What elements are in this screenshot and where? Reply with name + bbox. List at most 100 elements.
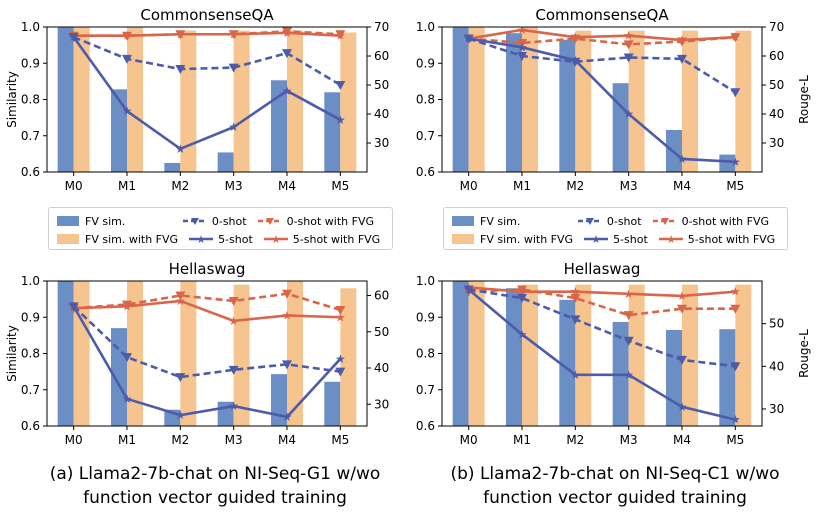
svg-text:★: ★: [591, 233, 601, 245]
legend-zero-shot-fvg: 0-shot with FVG: [257, 215, 374, 228]
point-zero-shot-fvg: [730, 304, 741, 314]
line-five-shot-fvg: [468, 28, 736, 42]
point-five-shot: ★: [282, 84, 293, 98]
tick-label-left: 0.6: [21, 419, 40, 433]
legend-fv-sim-fvg: FV sim. with FVG: [57, 233, 178, 246]
bar-fv-sim: [506, 33, 522, 172]
legend-five-shot-fvg-label: 5-shot with FVG: [687, 232, 776, 246]
legend-five-shot-fvg: ★ 5-shot with FVG: [658, 233, 775, 246]
bar-fv-sim-fvg: [340, 288, 357, 426]
point-five-shot: ★: [730, 155, 741, 169]
svg-text:★: ★: [666, 233, 676, 245]
chart-title: CommonsenseQA: [140, 6, 274, 24]
five-shot-marker-icon: ★: [584, 233, 609, 245]
tick-label-x: M4: [278, 433, 296, 447]
point-five-shot: ★: [677, 152, 688, 166]
tick-label-x: M3: [225, 433, 243, 447]
tick-label-x: M1: [513, 433, 531, 447]
tick-label-right: 70: [374, 20, 389, 34]
bar-fv-sim: [559, 39, 576, 172]
tick-label-right: 60: [374, 289, 389, 303]
legend-five-shot-label: 5-shot: [218, 232, 253, 246]
y-axis-label-right: Rouge-L: [797, 329, 811, 378]
line-five-shot-fvg: [73, 31, 341, 38]
tick-label-x: M5: [726, 433, 744, 447]
tick-label-x: M5: [726, 179, 744, 193]
bar-fv-sim: [271, 374, 287, 426]
tick-label-left: 0.6: [416, 419, 435, 433]
point-zero-shot-fvg: [122, 300, 132, 310]
point-five-shot-fvg: ★: [335, 310, 346, 324]
bar-fv-sim-fvg: [340, 32, 357, 172]
tick-label-right: 60: [769, 49, 784, 63]
legend-fv-sim: FV sim.: [57, 215, 172, 228]
y-axis-label-left: Similarity: [5, 325, 19, 382]
line-five-shot: [467, 288, 736, 421]
tick-label-right: 40: [374, 361, 389, 375]
tick-label-left: 0.6: [21, 165, 40, 179]
legend-fv-sim-fvg: FV sim. with FVG: [452, 233, 573, 246]
point-zero-shot: [677, 355, 687, 365]
legend-b: FV sim. 0-shot 0-shot with FVG FV sim. w…: [443, 207, 788, 250]
fv-sim-fvg-swatch: [452, 234, 474, 244]
tick-label-left: 0.7: [21, 383, 40, 397]
chart-title: Hellaswag: [564, 260, 641, 278]
chart-title: CommonsenseQA: [535, 6, 669, 24]
tick-label-left: 1.0: [21, 274, 40, 288]
legend-zero-shot-label: 0-shot: [211, 214, 247, 228]
tick-label-right: 40: [769, 359, 784, 373]
tick-label-left: 0.9: [416, 56, 435, 70]
tick-label-right: 40: [374, 107, 389, 121]
tick-label-x: M4: [673, 179, 691, 193]
point-zero-shot: [730, 362, 741, 372]
plot-area-a_bottom: ★★★★★★★★★★★★: [57, 281, 357, 426]
point-zero-shot-fvg: [677, 304, 687, 314]
tick-label-left: 1.0: [416, 274, 435, 288]
bar-fv-sim-fvg: [735, 30, 752, 172]
point-five-shot: ★: [335, 352, 346, 366]
point-five-shot-fvg: ★: [282, 308, 293, 322]
fv-sim-swatch: [452, 216, 474, 226]
tick-label-right: 30: [374, 136, 389, 150]
legend-fv-sim-label: FV sim.: [85, 214, 126, 228]
line-zero-shot: [468, 288, 736, 368]
line-five-shot: [72, 36, 341, 151]
plot-area-a_top: ★★★★★★★★★★★★: [57, 27, 357, 172]
bar-fv-sim-fvg: [287, 30, 303, 172]
point-zero-shot: [122, 54, 132, 64]
point-five-shot: ★: [175, 142, 186, 156]
tick-label-x: M2: [566, 179, 584, 193]
bar-fv-sim-fvg: [127, 27, 143, 172]
line-five-shot: [72, 305, 342, 419]
point-five-shot: ★: [623, 368, 634, 382]
point-zero-shot-fvg: [335, 306, 346, 315]
point-zero-shot: [175, 373, 186, 383]
tick-label-right: 50: [769, 78, 784, 92]
caption-a-line2: function vector guided training: [83, 488, 347, 508]
line-five-shot: [468, 37, 736, 164]
point-five-shot: ★: [228, 120, 239, 134]
point-five-shot-fvg: ★: [517, 285, 528, 299]
point-zero-shot-fvg: [517, 38, 527, 48]
point-zero-shot: [282, 49, 292, 59]
point-zero-shot: [122, 353, 132, 363]
point-five-shot: ★: [282, 410, 293, 424]
tick-label-left: 0.8: [21, 93, 40, 107]
tick-label-x: M5: [331, 433, 349, 447]
legend-five-shot-fvg: ★ 5-shot with FVG: [263, 233, 380, 246]
point-five-shot-fvg: ★: [570, 30, 581, 44]
point-zero-shot: [517, 52, 527, 61]
bar-fv-sim-fvg: [180, 281, 197, 426]
tick-label-right: 30: [769, 136, 784, 150]
point-five-shot-fvg: ★: [517, 23, 528, 37]
point-zero-shot: [730, 88, 741, 98]
bar-fv-sim-fvg: [735, 284, 752, 426]
five-shot-fvg-marker-icon: ★: [263, 233, 288, 245]
zero-shot-fvg-marker-icon: [257, 218, 282, 225]
bar-fv-sim: [217, 152, 234, 172]
chart-title: Hellaswag: [169, 260, 246, 278]
tick-label-left: 0.6: [416, 165, 435, 179]
bar-fv-sim: [452, 27, 469, 172]
point-zero-shot-fvg: [517, 285, 527, 295]
tick-label-right: 50: [374, 78, 389, 92]
